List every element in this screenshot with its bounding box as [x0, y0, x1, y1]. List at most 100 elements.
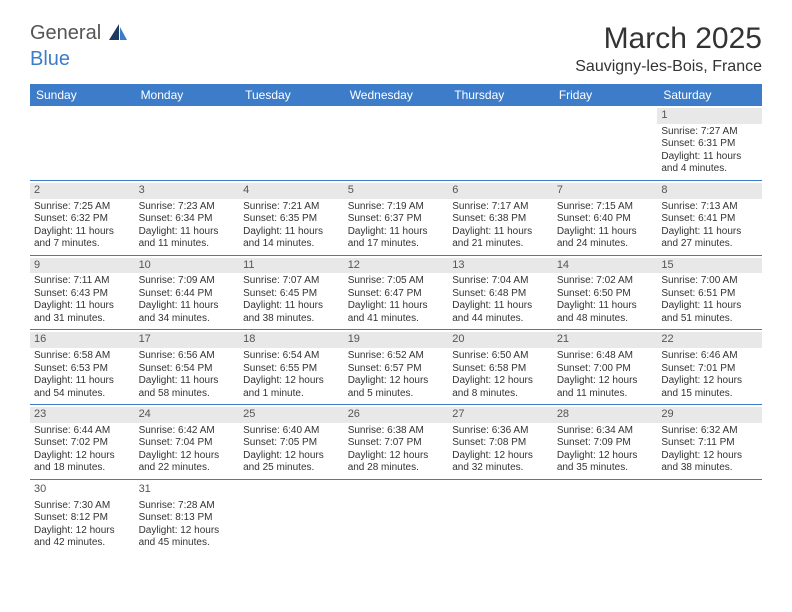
weekday-header: Wednesday [344, 84, 449, 106]
month-title: March 2025 [575, 22, 762, 56]
day-info-line: and 25 minutes. [243, 462, 340, 475]
calendar-day-cell: 18 Sunrise: 6:54 AMSunset: 6:55 PMDayligh… [239, 330, 344, 405]
day-info-line: Sunrise: 7:25 AM [34, 201, 131, 214]
day-number: 12 [344, 258, 449, 274]
day-info-line: Sunset: 7:02 PM [34, 437, 131, 450]
location: Sauvigny-les-Bois, France [575, 58, 762, 76]
calendar-day-cell [553, 106, 658, 180]
day-info-line: and 15 minutes. [661, 388, 758, 401]
day-info-line: Sunset: 6:55 PM [243, 363, 340, 376]
day-number: 16 [30, 332, 135, 348]
day-info-line: Sunset: 7:07 PM [348, 437, 445, 450]
day-info-line: Daylight: 12 hours [348, 375, 445, 388]
day-info-line: Sunrise: 6:44 AM [34, 425, 131, 438]
calendar-day-cell: 7Sunrise: 7:15 AMSunset: 6:40 PMDaylight… [553, 180, 658, 255]
day-info-line: Sunrise: 6:50 AM [452, 350, 549, 363]
day-number: 4 [239, 183, 344, 199]
day-info-line: Daylight: 12 hours [452, 375, 549, 388]
day-info-line: Sunrise: 6:36 AM [452, 425, 549, 438]
day-info-line: Daylight: 11 hours [139, 300, 236, 313]
weekday-header: Monday [135, 84, 240, 106]
day-info-line: Sunrise: 7:04 AM [452, 275, 549, 288]
day-number: 18 [239, 332, 344, 348]
day-number: 5 [344, 183, 449, 199]
day-info-line: Daylight: 11 hours [557, 300, 654, 313]
day-info-line: and 8 minutes. [452, 388, 549, 401]
day-info-line: and 51 minutes. [661, 313, 758, 326]
day-number: 28 [553, 407, 658, 423]
calendar-day-cell: 19Sunrise: 6:52 AMSunset: 6:57 PMDayligh… [344, 330, 449, 405]
day-number: 14 [553, 258, 658, 274]
day-info-line: Sunset: 7:09 PM [557, 437, 654, 450]
weekday-header: Friday [553, 84, 658, 106]
day-info-line: Daylight: 12 hours [34, 450, 131, 463]
day-info-line: and 58 minutes. [139, 388, 236, 401]
calendar-day-cell: 6Sunrise: 7:17 AMSunset: 6:38 PMDaylight… [448, 180, 553, 255]
day-number: 23 [30, 407, 135, 423]
weekday-header: Tuesday [239, 84, 344, 106]
day-info-line: Daylight: 11 hours [348, 226, 445, 239]
calendar-day-cell [657, 479, 762, 553]
day-info-line: Sunset: 6:51 PM [661, 288, 758, 301]
weekday-header: Sunday [30, 84, 135, 106]
day-info-line: Sunrise: 6:32 AM [661, 425, 758, 438]
day-info-line: Daylight: 11 hours [661, 300, 758, 313]
day-info-line: Daylight: 12 hours [452, 450, 549, 463]
day-info-line: Sunrise: 7:17 AM [452, 201, 549, 214]
day-info-line: Daylight: 12 hours [139, 450, 236, 463]
day-info-line: and 38 minutes. [243, 313, 340, 326]
day-number: 17 [135, 332, 240, 348]
calendar-day-cell: 4Sunrise: 7:21 AMSunset: 6:35 PMDaylight… [239, 180, 344, 255]
calendar-day-cell: 15Sunrise: 7:00 AMSunset: 6:51 PMDayligh… [657, 255, 762, 330]
calendar-day-cell: 17Sunrise: 6:56 AMSunset: 6:54 PMDayligh… [135, 330, 240, 405]
day-info-line: Sunset: 6:47 PM [348, 288, 445, 301]
calendar-day-cell [239, 106, 344, 180]
day-number: 8 [657, 183, 762, 199]
day-info-line: Sunset: 6:31 PM [661, 138, 758, 151]
day-info-line: Sunset: 8:13 PM [139, 512, 236, 525]
calendar-day-cell: 16Sunrise: 6:58 AMSunset: 6:53 PMDayligh… [30, 330, 135, 405]
calendar-day-cell: 23 Sunrise: 6:44 AMSunset: 7:02 PMDayligh… [30, 405, 135, 480]
calendar-day-cell: 28Sunrise: 6:34 AMSunset: 7:09 PMDayligh… [553, 405, 658, 480]
day-info-line: Sunrise: 7:07 AM [243, 275, 340, 288]
calendar-day-cell [448, 479, 553, 553]
day-info-line: and 28 minutes. [348, 462, 445, 475]
day-info-line: Sunrise: 6:56 AM [139, 350, 236, 363]
calendar-day-cell: 3Sunrise: 7:23 AMSunset: 6:34 PMDaylight… [135, 180, 240, 255]
day-info-line: and 18 minutes. [34, 462, 131, 475]
day-info-line: and 45 minutes. [139, 537, 236, 550]
day-info-line: Daylight: 11 hours [661, 226, 758, 239]
day-info-line: Sunset: 7:11 PM [661, 437, 758, 450]
day-info-line: Daylight: 11 hours [452, 226, 549, 239]
calendar-week-row: 30Sunrise: 7:30 AMSunset: 8:12 PMDayligh… [30, 479, 762, 553]
day-info-line: Sunset: 7:00 PM [557, 363, 654, 376]
day-info-line: Daylight: 12 hours [661, 450, 758, 463]
calendar-day-cell: 9Sunrise: 7:11 AMSunset: 6:43 PMDaylight… [30, 255, 135, 330]
day-info-line: Sunset: 6:43 PM [34, 288, 131, 301]
day-info-line: Sunset: 6:40 PM [557, 213, 654, 226]
weekday-header: Saturday [657, 84, 762, 106]
day-info-line: Daylight: 11 hours [348, 300, 445, 313]
calendar-day-cell: 14Sunrise: 7:02 AMSunset: 6:50 PMDayligh… [553, 255, 658, 330]
day-info-line: Daylight: 12 hours [348, 450, 445, 463]
day-info-line: and 31 minutes. [34, 313, 131, 326]
day-info-line: Sunrise: 7:21 AM [243, 201, 340, 214]
day-number: 15 [657, 258, 762, 274]
day-info-line: Sunrise: 6:42 AM [139, 425, 236, 438]
header: General March 2025 Sauvigny-les-Bois, Fr… [0, 0, 792, 84]
day-info-line: Daylight: 12 hours [243, 375, 340, 388]
calendar-day-cell: 31Sunrise: 7:28 AMSunset: 8:13 PMDayligh… [135, 479, 240, 553]
day-info-line: and 38 minutes. [661, 462, 758, 475]
calendar-day-cell: 1Sunrise: 7:27 AMSunset: 6:31 PMDaylight… [657, 106, 762, 180]
calendar-day-cell: 10Sunrise: 7:09 AMSunset: 6:44 PMDayligh… [135, 255, 240, 330]
day-info-line: and 5 minutes. [348, 388, 445, 401]
day-info-line: Sunset: 6:35 PM [243, 213, 340, 226]
day-info-line: Sunrise: 6:54 AM [243, 350, 340, 363]
day-info-line: Sunset: 6:50 PM [557, 288, 654, 301]
day-info-line: Sunrise: 7:05 AM [348, 275, 445, 288]
day-info-line: Sunset: 6:37 PM [348, 213, 445, 226]
calendar-day-cell: 2Sunrise: 7:25 AMSunset: 6:32 PMDaylight… [30, 180, 135, 255]
day-info-line: Sunset: 6:45 PM [243, 288, 340, 301]
calendar-day-cell: 25Sunrise: 6:40 AMSunset: 7:05 PMDayligh… [239, 405, 344, 480]
sail-icon [107, 22, 129, 45]
